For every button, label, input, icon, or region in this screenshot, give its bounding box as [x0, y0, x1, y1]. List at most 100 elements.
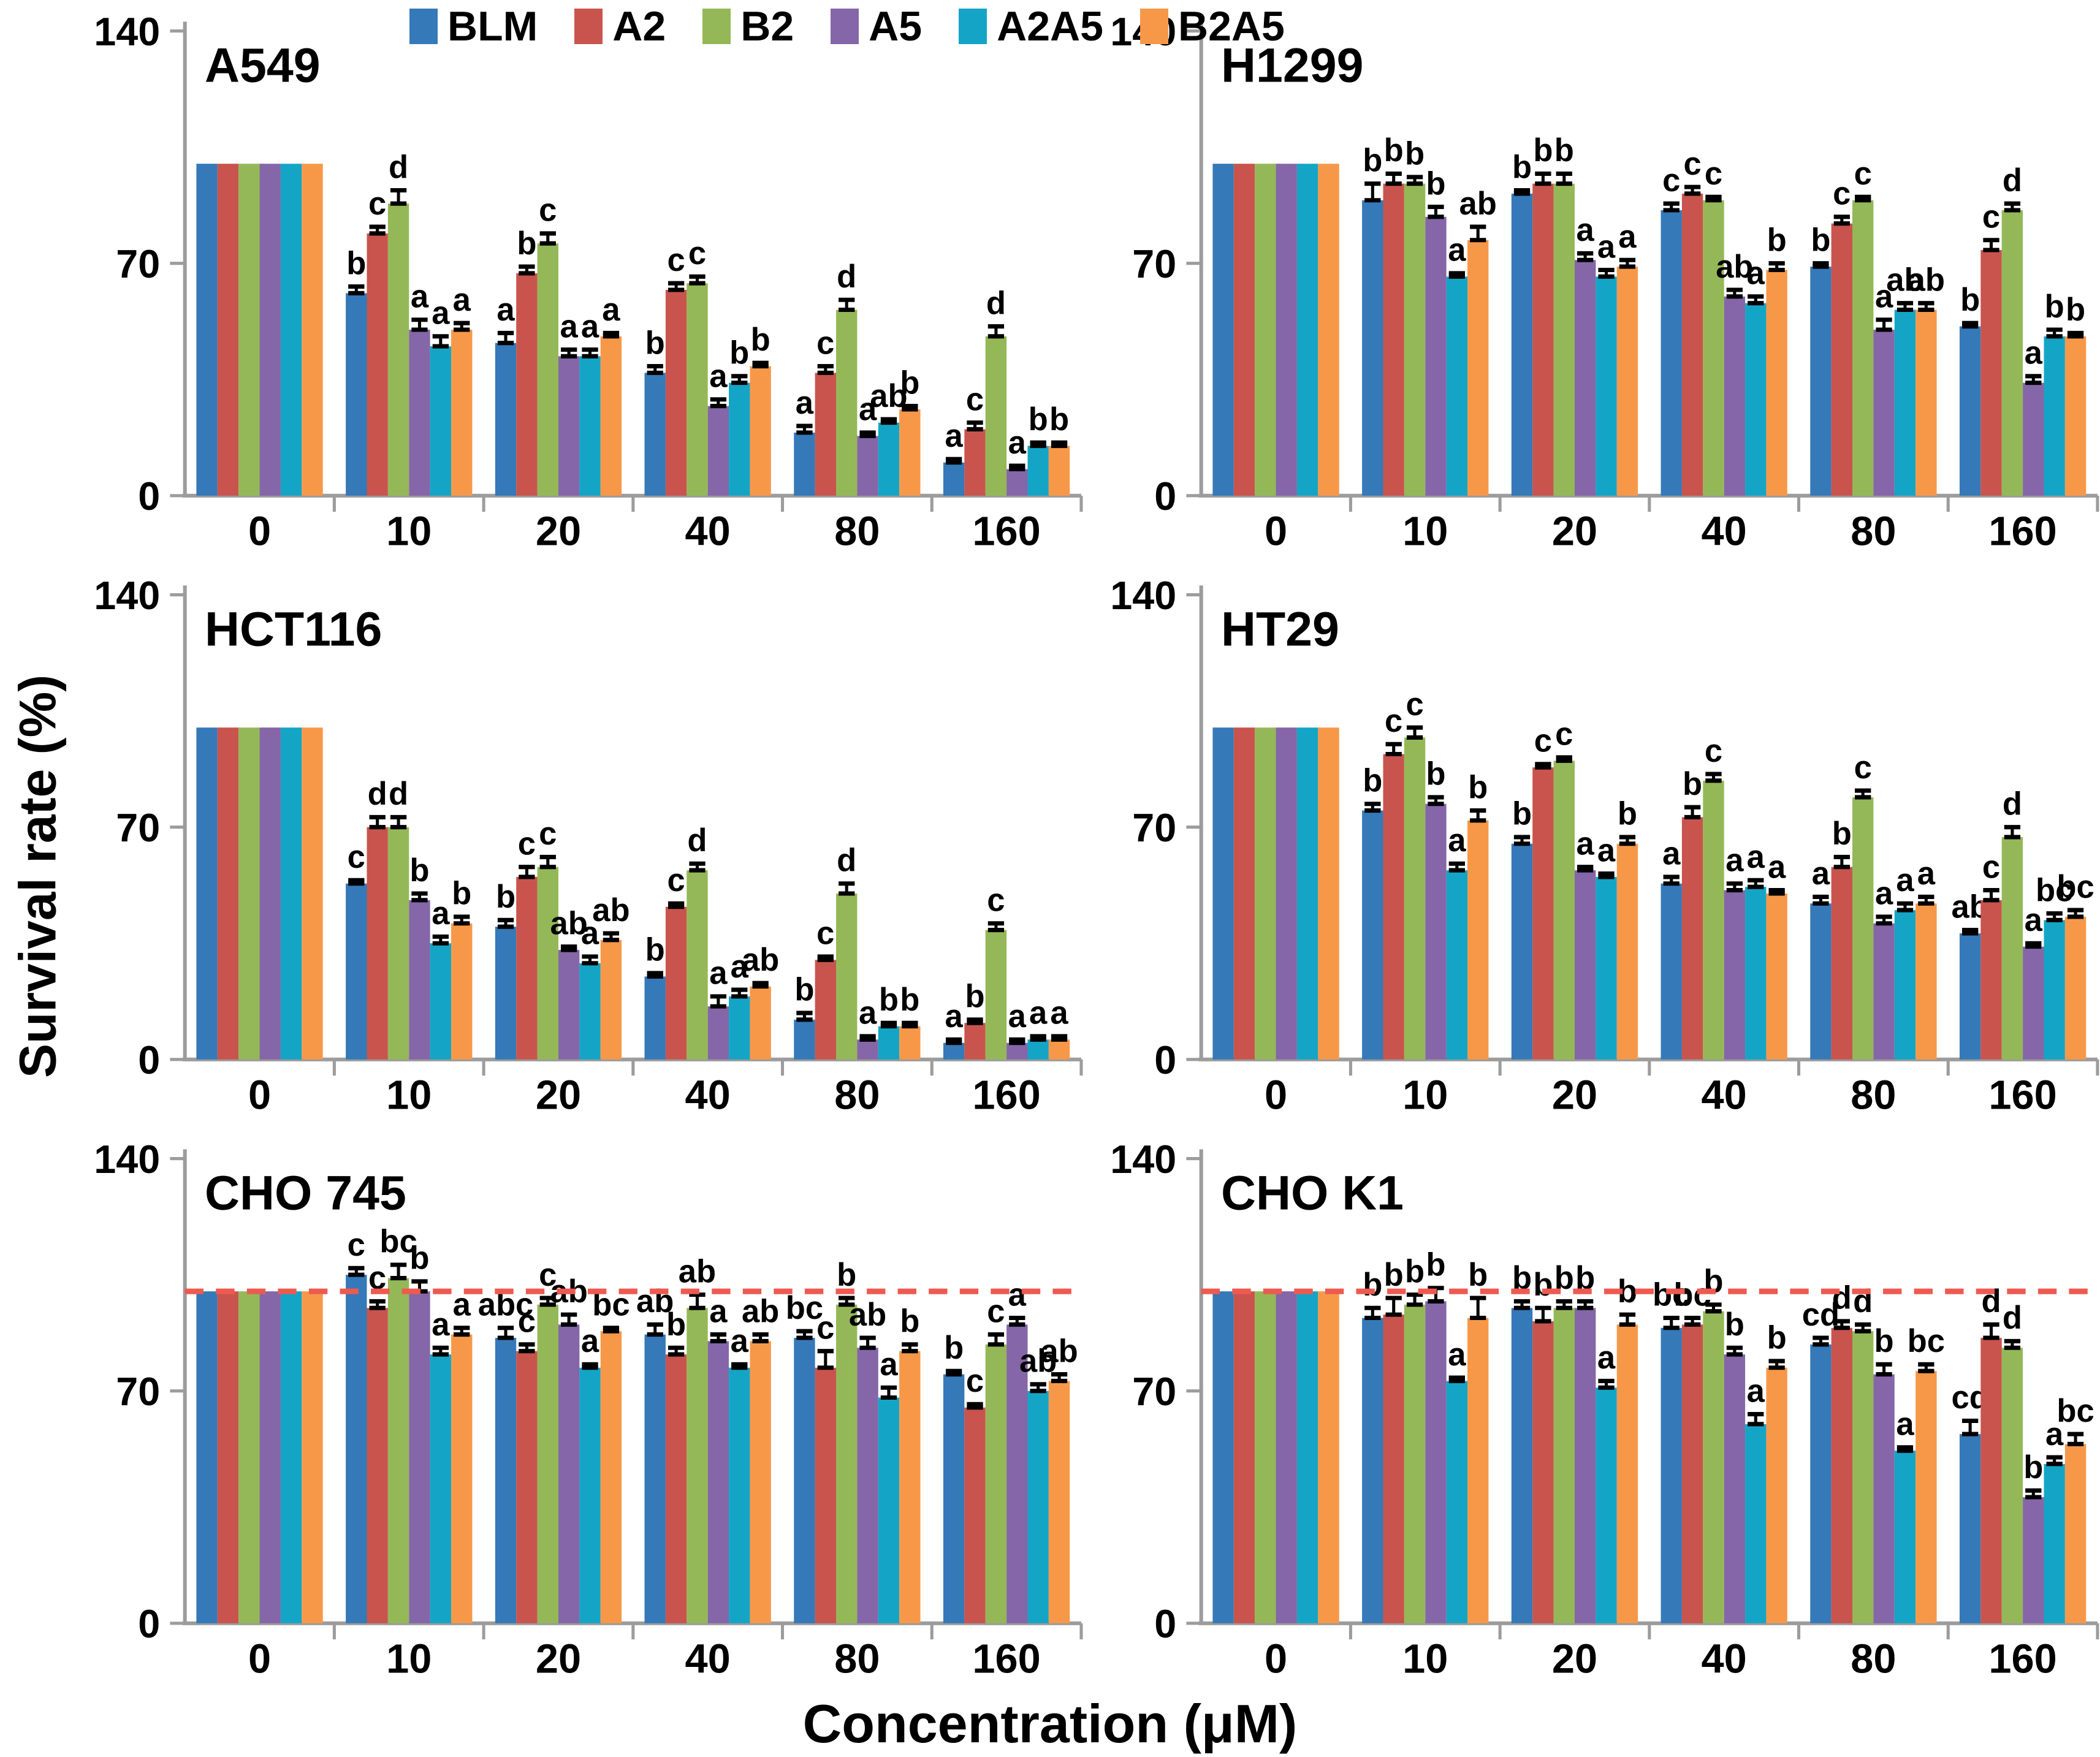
sig-letter: b — [1703, 1264, 1723, 1300]
sig-letter: a — [411, 279, 429, 315]
sig-letter: b — [900, 1304, 919, 1340]
sig-letter: bc — [1653, 1277, 1690, 1313]
x-tick-label: 0 — [248, 509, 271, 555]
sig-letter: a — [432, 1307, 450, 1343]
y-tick-label: 70 — [116, 1369, 160, 1414]
bar-a2-10um — [1383, 1315, 1404, 1623]
panel-title: CHO 745 — [205, 1166, 406, 1220]
sig-letter: a — [1747, 839, 1765, 875]
bar-a2a5-80um — [878, 422, 900, 496]
sig-letter: a — [1448, 1337, 1466, 1373]
bar-a5-160um — [1006, 469, 1028, 496]
y-tick-label: 140 — [94, 9, 160, 54]
sig-letter: c — [966, 1363, 984, 1399]
bar-a2-40um — [1681, 193, 1703, 496]
bar-a5-40um — [707, 1341, 729, 1623]
bar-a2-80um — [1831, 223, 1853, 496]
y-tick-label: 70 — [1132, 241, 1176, 286]
bar-blm-80um — [794, 432, 815, 496]
bar-b2a5-10um — [1467, 820, 1489, 1060]
bar-b2a5-40um — [750, 986, 771, 1060]
x-tick-label: 80 — [834, 1073, 880, 1118]
y-tick-label: 0 — [138, 1038, 160, 1082]
sig-letter: b — [1363, 763, 1382, 799]
sig-letter: c — [1662, 162, 1680, 199]
bar-a5-40um — [1724, 1354, 1746, 1623]
bar-a5-10um — [409, 1291, 430, 1623]
bar-b2a5-160um — [1048, 1039, 1070, 1060]
sig-letter: b — [346, 245, 366, 281]
sig-letter: c — [1982, 849, 2000, 885]
bar-blm-40um — [644, 373, 666, 496]
sig-letter: a — [581, 1323, 599, 1359]
sig-letter: c — [667, 862, 685, 898]
sig-letter: a — [709, 955, 728, 992]
sig-letter: c — [667, 242, 685, 278]
bar-b2a5-0um — [302, 727, 323, 1060]
bar-a5-80um — [1873, 923, 1895, 1060]
bar-blm-160um — [943, 462, 965, 496]
sig-letter: b — [1405, 1253, 1425, 1289]
legend-swatch-b2 — [702, 9, 731, 44]
bar-a2a5-160um — [2044, 336, 2065, 496]
sig-letter: a — [1008, 1277, 1027, 1313]
x-tick-label: 10 — [386, 509, 432, 555]
sig-letter: a — [731, 1323, 749, 1359]
bar-a5-20um — [558, 1324, 580, 1623]
bar-blm-10um — [346, 883, 367, 1060]
bar-blm-160um — [943, 1374, 965, 1623]
x-tick-label: 20 — [1552, 509, 1597, 555]
sig-letter: a — [560, 308, 579, 344]
bar-b2a5-40um — [1766, 270, 1787, 496]
bar-blm-20um — [495, 927, 517, 1060]
legend-item-a2a5: A2A5 — [959, 2, 1103, 50]
x-tick-label: 20 — [1552, 1073, 1597, 1118]
bar-a2a5-10um — [1446, 276, 1468, 496]
sig-letter: c — [348, 839, 365, 875]
sig-letter: b — [409, 1240, 429, 1277]
bar-b2-80um — [836, 309, 858, 496]
sig-letter: c — [688, 235, 706, 271]
sig-letter: ab — [742, 1293, 779, 1329]
panel-title: H1299 — [1221, 38, 1363, 92]
sig-letter: a — [709, 359, 728, 395]
sig-letter: c — [1683, 146, 1701, 182]
bar-b2-10um — [1404, 1304, 1426, 1623]
sig-letter: c — [987, 882, 1005, 919]
bar-b2-20um — [1553, 761, 1575, 1060]
panel-title: A549 — [205, 38, 321, 92]
sig-letter: d — [389, 776, 408, 812]
bar-a2a5-40um — [1745, 887, 1767, 1060]
bar-blm-40um — [644, 1334, 666, 1623]
bar-a5-10um — [1425, 216, 1447, 496]
sig-letter: c — [518, 825, 536, 862]
sig-letter: b — [1384, 132, 1404, 169]
bar-blm-40um — [1661, 210, 1682, 496]
bar-a2a5-160um — [1027, 1039, 1049, 1060]
bar-b2-80um — [836, 1304, 858, 1623]
sig-letter: c — [1833, 176, 1851, 212]
bar-a2a5-160um — [2044, 1463, 2065, 1623]
bar-a5-20um — [1574, 1308, 1596, 1623]
sig-letter: b — [1533, 132, 1553, 169]
sig-letter: a — [1008, 998, 1027, 1034]
sig-letter: a — [2025, 335, 2043, 371]
bar-blm-0um — [1212, 727, 1234, 1060]
sig-letter: ab — [1019, 1343, 1057, 1379]
x-tick-label: 0 — [1265, 509, 1287, 555]
sig-letter: bc — [379, 1224, 417, 1260]
sig-letter: b — [1512, 796, 1532, 832]
bar-b2a5-80um — [1915, 309, 1937, 496]
bar-a2a5-0um — [1296, 727, 1318, 1060]
sig-letter: a — [1577, 825, 1595, 862]
sig-letter: b — [1767, 222, 1787, 258]
x-tick-label: 40 — [685, 1637, 731, 1682]
bar-b2-160um — [985, 336, 1007, 496]
bar-a2-40um — [665, 289, 687, 496]
sig-letter: d — [2003, 1300, 2022, 1336]
bar-a2-80um — [815, 373, 837, 496]
bar-a2a5-160um — [1027, 1391, 1049, 1623]
bar-blm-10um — [346, 1275, 367, 1623]
bar-blm-0um — [1212, 1291, 1234, 1623]
